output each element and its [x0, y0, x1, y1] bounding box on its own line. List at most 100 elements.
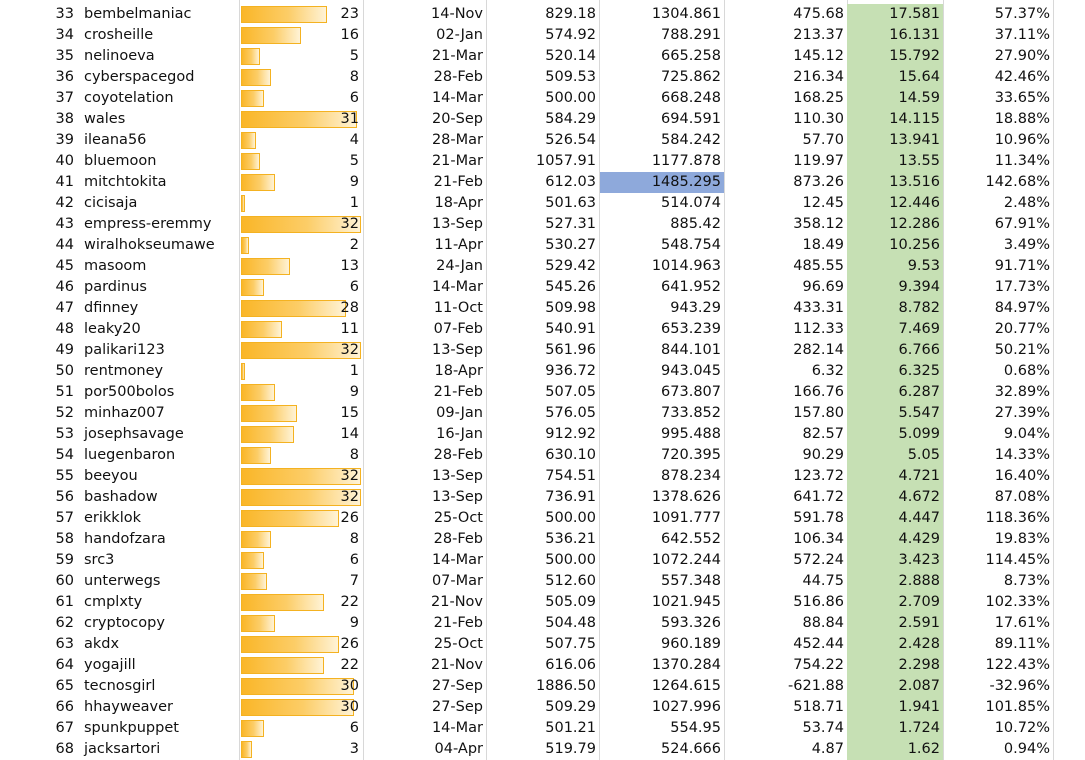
end-value-cell[interactable]: 642.552	[661, 531, 721, 547]
percent-change-cell[interactable]: 2.48%	[1003, 195, 1050, 211]
count-databar-cell[interactable]: 14	[239, 424, 363, 445]
difference-cell[interactable]: -621.88	[788, 678, 844, 694]
start-value-cell[interactable]: 540.91	[545, 321, 596, 337]
name-cell[interactable]: cicisaja	[84, 195, 138, 211]
name-cell[interactable]: minhaz007	[84, 405, 165, 421]
difference-cell[interactable]: 145.12	[793, 48, 844, 64]
ratio-cell[interactable]: 14.59	[847, 88, 943, 109]
rank-cell[interactable]: 48	[55, 321, 74, 337]
ratio-cell[interactable]: 2.591	[847, 613, 943, 634]
ratio-cell[interactable]: 15.64	[847, 67, 943, 88]
percent-change-cell[interactable]: 11.34%	[994, 153, 1050, 169]
name-cell[interactable]: pardinus	[84, 279, 147, 295]
difference-cell[interactable]: 106.34	[793, 531, 844, 547]
count-databar-cell[interactable]: 1	[239, 193, 363, 214]
date-cell[interactable]: 21-Feb	[433, 615, 483, 631]
ratio-cell[interactable]: 4.447	[847, 508, 943, 529]
percent-change-cell[interactable]: 17.61%	[994, 615, 1050, 631]
percent-change-cell[interactable]: 142.68%	[985, 174, 1050, 190]
difference-cell[interactable]: 57.70	[802, 132, 844, 148]
count-databar-cell[interactable]: 15	[239, 403, 363, 424]
percent-change-cell[interactable]: 27.39%	[994, 405, 1050, 421]
end-value-cell[interactable]: 524.666	[661, 741, 721, 757]
difference-cell[interactable]: 6.32	[811, 363, 844, 379]
difference-cell[interactable]: 452.44	[793, 636, 844, 652]
percent-change-cell[interactable]: 18.88%	[994, 111, 1050, 127]
start-value-cell[interactable]: 612.03	[545, 174, 596, 190]
rank-cell[interactable]: 38	[55, 111, 74, 127]
difference-cell[interactable]: 157.80	[793, 405, 844, 421]
date-cell[interactable]: 09-Jan	[436, 405, 483, 421]
ratio-cell[interactable]: 16.131	[847, 25, 943, 46]
start-value-cell[interactable]: 936.72	[545, 363, 596, 379]
rank-cell[interactable]: 47	[55, 300, 74, 316]
percent-change-cell[interactable]: 3.49%	[1003, 237, 1050, 253]
name-cell[interactable]: wiralhokseumawe	[84, 237, 215, 253]
ratio-cell[interactable]: 6.325	[847, 361, 943, 382]
difference-cell[interactable]: 88.84	[802, 615, 844, 631]
name-cell[interactable]: ileana56	[84, 132, 147, 148]
end-value-cell[interactable]: 1021.945	[651, 594, 721, 610]
start-value-cell[interactable]: 501.21	[545, 720, 596, 736]
count-databar-cell[interactable]: 32	[239, 214, 363, 235]
date-cell[interactable]: 28-Mar	[431, 132, 483, 148]
rank-cell[interactable]: 41	[55, 174, 74, 190]
end-value-cell[interactable]: 665.258	[661, 48, 721, 64]
percent-change-cell[interactable]: 37.11%	[994, 27, 1050, 43]
start-value-cell[interactable]: 545.26	[545, 279, 596, 295]
start-value-cell[interactable]: 584.29	[545, 111, 596, 127]
rank-cell[interactable]: 64	[55, 657, 74, 673]
ratio-cell[interactable]: 4.672	[847, 487, 943, 508]
end-value-cell[interactable]: 557.348	[661, 573, 721, 589]
difference-cell[interactable]: 123.72	[793, 468, 844, 484]
name-cell[interactable]: dfinney	[84, 300, 139, 316]
difference-cell[interactable]: 572.24	[793, 552, 844, 568]
date-cell[interactable]: 14-Mar	[431, 90, 483, 106]
start-value-cell[interactable]: 519.79	[545, 741, 596, 757]
rank-cell[interactable]: 40	[55, 153, 74, 169]
end-value-cell[interactable]: 960.189	[661, 636, 721, 652]
name-cell[interactable]: bashadow	[84, 489, 158, 505]
percent-change-cell[interactable]: 89.11%	[994, 636, 1050, 652]
name-cell[interactable]: src3	[84, 552, 115, 568]
rank-cell[interactable]: 68	[55, 741, 74, 757]
start-value-cell[interactable]: 509.29	[545, 699, 596, 715]
rank-cell[interactable]: 61	[55, 594, 74, 610]
difference-cell[interactable]: 119.97	[793, 153, 844, 169]
percent-change-cell[interactable]: 0.94%	[1003, 741, 1050, 757]
start-value-cell[interactable]: 1057.91	[536, 153, 596, 169]
rank-cell[interactable]: 63	[55, 636, 74, 652]
date-cell[interactable]: 21-Nov	[431, 657, 483, 673]
percent-change-cell[interactable]: 20.77%	[994, 321, 1050, 337]
percent-change-cell[interactable]: 50.21%	[994, 342, 1050, 358]
end-value-cell[interactable]: 514.074	[661, 195, 721, 211]
date-cell[interactable]: 28-Feb	[433, 531, 483, 547]
percent-change-cell[interactable]: 0.68%	[1003, 363, 1050, 379]
name-cell[interactable]: beeyou	[84, 468, 138, 484]
date-cell[interactable]: 13-Sep	[431, 342, 483, 358]
ratio-cell[interactable]: 2.709	[847, 592, 943, 613]
end-value-cell[interactable]: 1264.615	[651, 678, 721, 694]
rank-cell[interactable]: 55	[55, 468, 74, 484]
count-databar-cell[interactable]: 31	[239, 109, 363, 130]
name-cell[interactable]: crosheille	[84, 27, 154, 43]
difference-cell[interactable]: 282.14	[793, 342, 844, 358]
rank-cell[interactable]: 56	[55, 489, 74, 505]
end-value-cell[interactable]: 653.239	[661, 321, 721, 337]
rank-cell[interactable]: 53	[55, 426, 74, 442]
name-cell[interactable]: por500bolos	[84, 384, 175, 400]
rank-cell[interactable]: 50	[55, 363, 74, 379]
name-cell[interactable]: wales	[84, 111, 126, 127]
date-cell[interactable]: 07-Feb	[433, 321, 483, 337]
end-value-cell[interactable]: 1304.861	[651, 6, 721, 22]
rank-cell[interactable]: 49	[55, 342, 74, 358]
name-cell[interactable]: coyotelation	[84, 90, 174, 106]
date-cell[interactable]: 25-Oct	[433, 510, 483, 526]
name-cell[interactable]: erikklok	[84, 510, 142, 526]
start-value-cell[interactable]: 509.98	[545, 300, 596, 316]
rank-cell[interactable]: 43	[55, 216, 74, 232]
percent-change-cell[interactable]: 17.73%	[994, 279, 1050, 295]
rank-cell[interactable]: 51	[55, 384, 74, 400]
percent-change-cell[interactable]: 14.33%	[994, 447, 1050, 463]
name-cell[interactable]: bembelmaniac	[84, 6, 192, 22]
